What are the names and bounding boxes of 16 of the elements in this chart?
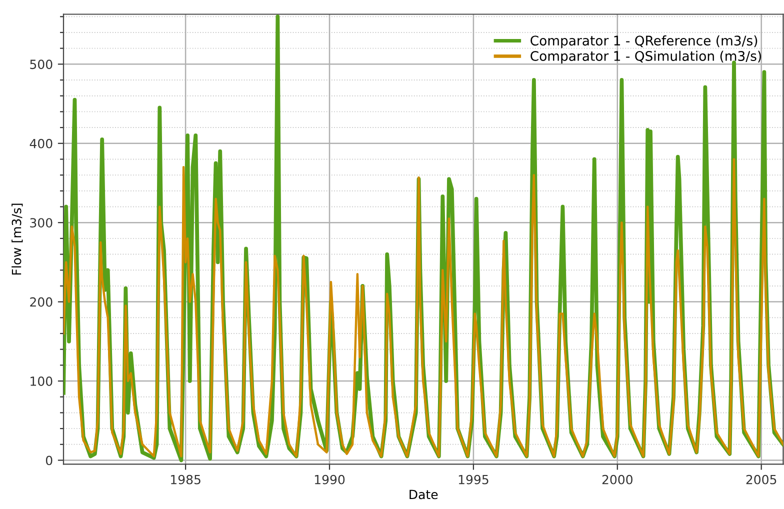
x-tick-label: 1995 <box>458 474 488 484</box>
y-tick-label: 300 <box>30 218 52 228</box>
x-axis-title: Date <box>410 490 438 500</box>
y-tick-label: 200 <box>30 297 52 307</box>
y-tick-label: 400 <box>30 138 52 148</box>
x-tick-label: 2005 <box>746 474 776 484</box>
x-tick-label: 1990 <box>314 474 345 484</box>
x-tick-label: 2000 <box>602 474 632 484</box>
y-tick-label: 500 <box>30 60 52 70</box>
x-tick-label: 1985 <box>171 474 200 484</box>
legend-label: Comparator 1 - QSimulation (m3/s) <box>530 50 761 64</box>
y-axis-title: Flow [m3/s] <box>12 204 23 275</box>
y-tick-label: 100 <box>30 376 52 386</box>
y-tick-label: 0 <box>46 456 52 466</box>
legend-label: Comparator 1 - QReference (m3/s) <box>530 35 758 48</box>
line-series <box>64 158 784 458</box>
